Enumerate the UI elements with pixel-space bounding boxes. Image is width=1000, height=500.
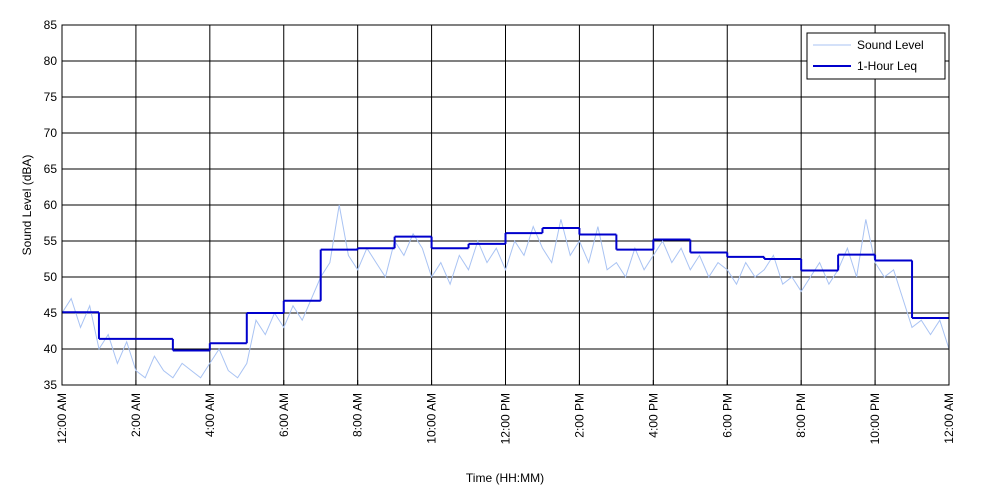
x-tick-label: 10:00 PM	[868, 393, 882, 444]
y-tick-label: 55	[44, 234, 58, 248]
y-tick-label: 85	[44, 18, 58, 32]
y-tick-label: 60	[44, 198, 58, 212]
x-tick-label: 12:00 AM	[55, 393, 69, 444]
y-tick-label: 45	[44, 306, 58, 320]
sound-level-line	[61, 204, 950, 379]
x-tick-label: 4:00 PM	[646, 393, 660, 438]
y-tick-label: 80	[44, 54, 58, 68]
x-tick-label: 6:00 PM	[720, 393, 734, 438]
x-tick-label: 12:00 PM	[499, 393, 513, 444]
plot-frame	[61, 24, 950, 386]
x-tick-label: 10:00 AM	[425, 393, 439, 444]
x-tick-label: 8:00 AM	[351, 393, 365, 437]
x-tick-label: 4:00 AM	[203, 393, 217, 437]
x-axis-label: Time (HH:MM)	[466, 471, 544, 485]
legend-label: Sound Level	[857, 38, 924, 52]
legend-label: 1-Hour Leq	[857, 59, 917, 73]
legend-box	[806, 32, 946, 80]
y-tick-label: 50	[44, 270, 58, 284]
x-tick-label: 2:00 PM	[572, 393, 586, 438]
y-axis-label: Sound Level (dBA)	[20, 155, 34, 256]
y-tick-label: 40	[44, 342, 58, 356]
x-tick-label: 2:00 AM	[129, 393, 143, 437]
y-tick-label: 35	[44, 378, 58, 392]
y-tick-label: 75	[44, 90, 58, 104]
y-tick-label: 70	[44, 126, 58, 140]
x-tick-label: 8:00 PM	[794, 393, 808, 438]
x-tick-label: 6:00 AM	[277, 393, 291, 437]
x-tick-label: 12:00 AM	[942, 393, 956, 444]
y-tick-label: 65	[44, 162, 58, 176]
